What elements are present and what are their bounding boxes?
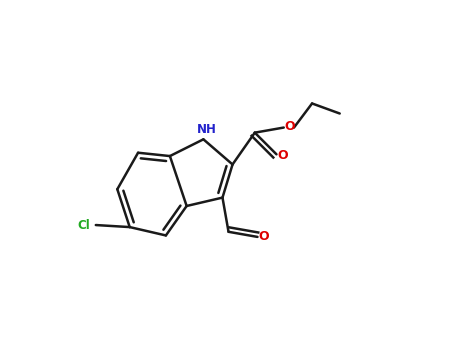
Text: NH: NH [197, 122, 217, 135]
Text: O: O [284, 120, 295, 133]
Text: O: O [278, 149, 288, 162]
Text: Cl: Cl [77, 218, 90, 232]
Text: O: O [259, 230, 269, 243]
